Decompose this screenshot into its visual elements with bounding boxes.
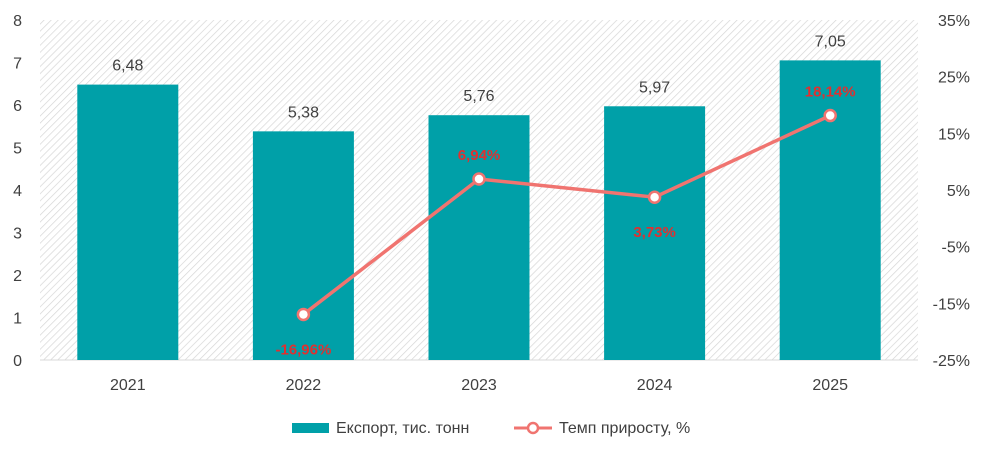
line-series — [296, 108, 837, 322]
x-category-label: 2024 — [637, 377, 673, 394]
x-category-label: 2022 — [286, 377, 322, 394]
bar — [779, 60, 881, 360]
bar — [252, 131, 354, 360]
line-point — [823, 108, 837, 123]
legend-line-label: Темп приросту, % — [559, 420, 690, 437]
x-axis-categories: 2021 2022 2023 2024 2025 — [110, 377, 848, 394]
left-tick-label: 5 — [13, 141, 22, 158]
legend: Експорт, тис. тонн Темп приросту, % — [292, 420, 690, 437]
left-tick-label: 8 — [13, 13, 22, 30]
line-point — [647, 190, 662, 204]
bar-series — [77, 60, 881, 361]
left-axis: 0 1 2 3 4 5 6 7 8 — [13, 13, 22, 370]
right-tick-label: -25% — [933, 353, 970, 370]
x-category-label: 2021 — [110, 377, 146, 394]
bar-value-label: 6,48 — [112, 58, 143, 75]
line-value-label: 18,14% — [805, 84, 856, 101]
right-tick-label: 25% — [938, 70, 970, 87]
bar — [428, 115, 530, 360]
left-tick-label: 2 — [13, 268, 22, 285]
left-tick-label: 4 — [13, 183, 22, 200]
left-tick-label: 7 — [13, 56, 22, 73]
legend-line-marker — [526, 421, 540, 435]
left-tick-label: 1 — [13, 311, 22, 328]
right-tick-label: -5% — [942, 240, 970, 257]
left-tick-label: 6 — [13, 98, 22, 115]
right-tick-label: -15% — [933, 296, 970, 313]
bar-value-labels: 6,48 5,38 5,76 5,97 7,05 — [112, 33, 846, 121]
line-value-label: 6,94% — [458, 147, 501, 164]
x-category-label: 2025 — [812, 377, 848, 394]
line-value-label: -16,96% — [275, 341, 331, 358]
legend-bar-swatch — [292, 423, 329, 433]
growth-line — [302, 113, 831, 316]
bar-value-label: 5,38 — [288, 104, 319, 121]
bar-value-label: 5,97 — [639, 79, 670, 96]
x-category-label: 2023 — [461, 377, 497, 394]
left-tick-label: 0 — [13, 353, 22, 370]
right-tick-label: 5% — [947, 183, 970, 200]
bar-value-label: 7,05 — [815, 33, 846, 50]
right-tick-label: 15% — [938, 126, 970, 143]
bar — [604, 106, 706, 361]
bar — [77, 84, 179, 360]
line-point — [296, 307, 311, 322]
line-value-labels: -16,96% 6,94% 3,73% 18,14% — [275, 84, 855, 359]
left-tick-label: 3 — [13, 226, 22, 243]
legend-bar-label: Експорт, тис. тонн — [336, 420, 469, 437]
line-value-label: 3,73% — [633, 224, 676, 241]
right-tick-label: 35% — [938, 13, 970, 30]
bar-value-label: 5,76 — [463, 88, 494, 105]
right-axis: -25% -15% -5% 5% 15% 25% 35% — [933, 13, 970, 370]
line-point — [472, 172, 486, 186]
